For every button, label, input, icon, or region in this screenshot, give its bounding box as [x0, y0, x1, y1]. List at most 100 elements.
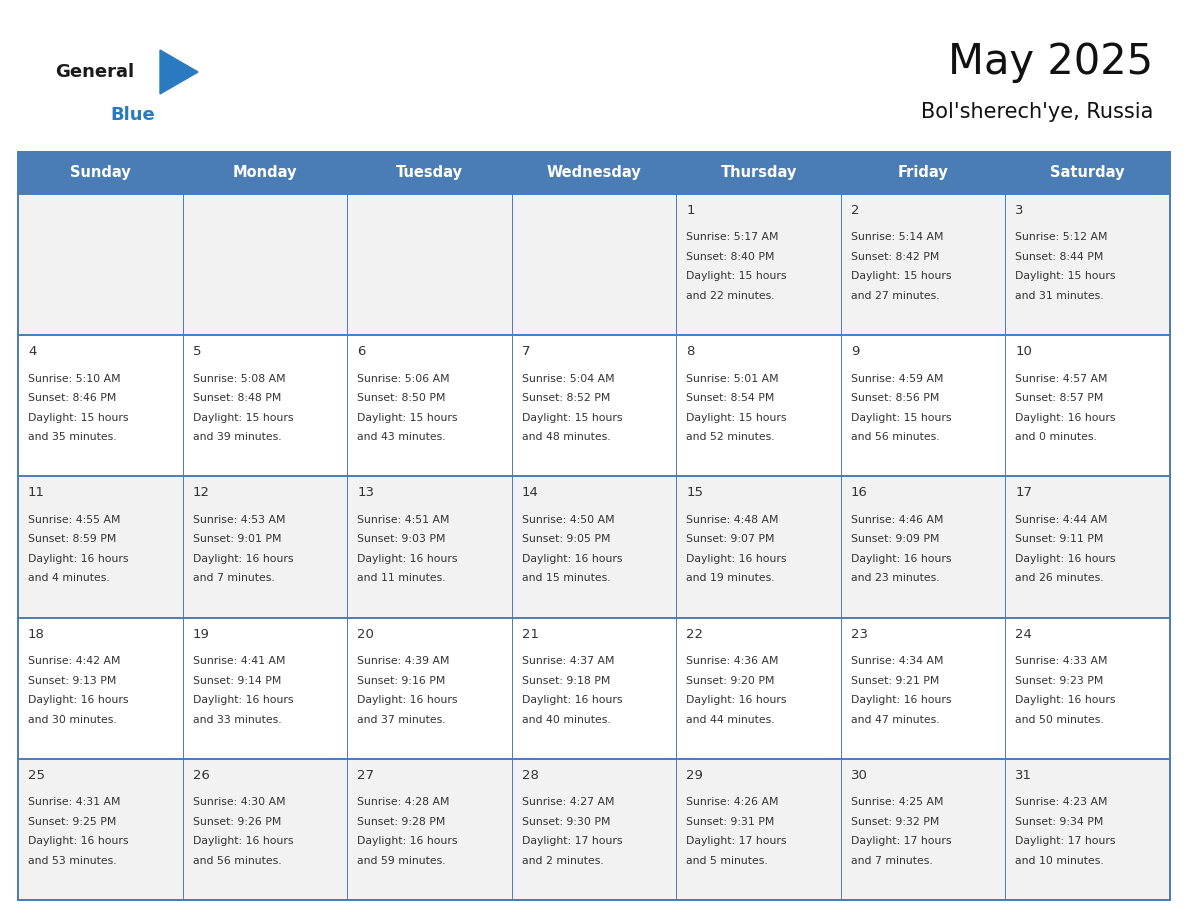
- Text: 20: 20: [358, 628, 374, 641]
- Text: Sunrise: 4:55 AM: Sunrise: 4:55 AM: [29, 515, 120, 525]
- Text: and 31 minutes.: and 31 minutes.: [1016, 291, 1104, 301]
- Text: Daylight: 15 hours: Daylight: 15 hours: [687, 272, 786, 282]
- Text: Sunrise: 4:48 AM: Sunrise: 4:48 AM: [687, 515, 779, 525]
- Bar: [676, 476, 841, 618]
- Bar: [183, 152, 347, 194]
- Text: Daylight: 16 hours: Daylight: 16 hours: [358, 554, 457, 564]
- Text: Sunrise: 4:26 AM: Sunrise: 4:26 AM: [687, 798, 779, 807]
- Text: Daylight: 16 hours: Daylight: 16 hours: [29, 836, 128, 846]
- Bar: [18, 335, 183, 476]
- Text: 14: 14: [522, 487, 538, 499]
- Text: Sunday: Sunday: [70, 165, 131, 181]
- Text: 22: 22: [687, 628, 703, 641]
- Bar: [1005, 618, 1170, 759]
- Text: and 33 minutes.: and 33 minutes.: [192, 714, 282, 724]
- Bar: [18, 152, 1170, 900]
- Text: and 59 minutes.: and 59 minutes.: [358, 856, 446, 866]
- Text: Saturday: Saturday: [1050, 165, 1125, 181]
- Text: 6: 6: [358, 345, 366, 358]
- Text: and 30 minutes.: and 30 minutes.: [29, 714, 116, 724]
- Bar: [183, 194, 347, 335]
- Bar: [18, 152, 183, 194]
- Text: 19: 19: [192, 628, 209, 641]
- Text: and 10 minutes.: and 10 minutes.: [1016, 856, 1104, 866]
- Text: and 26 minutes.: and 26 minutes.: [1016, 574, 1104, 584]
- Text: Daylight: 15 hours: Daylight: 15 hours: [192, 413, 293, 422]
- Text: Sunrise: 4:41 AM: Sunrise: 4:41 AM: [192, 656, 285, 666]
- Bar: [347, 335, 512, 476]
- Text: 21: 21: [522, 628, 538, 641]
- Text: Sunset: 9:23 PM: Sunset: 9:23 PM: [1016, 676, 1104, 686]
- Text: Sunrise: 4:42 AM: Sunrise: 4:42 AM: [29, 656, 120, 666]
- Bar: [841, 194, 1005, 335]
- Bar: [18, 759, 183, 900]
- Text: 16: 16: [851, 487, 867, 499]
- Text: and 48 minutes.: and 48 minutes.: [522, 432, 611, 442]
- Text: 8: 8: [687, 345, 695, 358]
- Bar: [841, 152, 1005, 194]
- Text: Sunset: 8:48 PM: Sunset: 8:48 PM: [192, 393, 280, 403]
- Text: Daylight: 17 hours: Daylight: 17 hours: [851, 836, 952, 846]
- Text: Sunrise: 4:37 AM: Sunrise: 4:37 AM: [522, 656, 614, 666]
- Bar: [841, 618, 1005, 759]
- Bar: [1005, 476, 1170, 618]
- Text: Sunset: 9:31 PM: Sunset: 9:31 PM: [687, 817, 775, 827]
- Text: Daylight: 15 hours: Daylight: 15 hours: [522, 413, 623, 422]
- Bar: [18, 618, 183, 759]
- Bar: [676, 759, 841, 900]
- Text: 12: 12: [192, 487, 209, 499]
- Bar: [347, 759, 512, 900]
- Bar: [183, 618, 347, 759]
- Text: Sunrise: 5:04 AM: Sunrise: 5:04 AM: [522, 374, 614, 384]
- Text: Sunrise: 4:59 AM: Sunrise: 4:59 AM: [851, 374, 943, 384]
- Text: 2: 2: [851, 204, 859, 217]
- Text: and 39 minutes.: and 39 minutes.: [192, 432, 282, 442]
- Text: Sunset: 8:59 PM: Sunset: 8:59 PM: [29, 534, 116, 544]
- Text: Sunrise: 4:46 AM: Sunrise: 4:46 AM: [851, 515, 943, 525]
- Text: and 50 minutes.: and 50 minutes.: [1016, 714, 1104, 724]
- Text: Sunrise: 5:12 AM: Sunrise: 5:12 AM: [1016, 232, 1108, 242]
- Text: Sunrise: 4:28 AM: Sunrise: 4:28 AM: [358, 798, 449, 807]
- Text: Daylight: 15 hours: Daylight: 15 hours: [29, 413, 128, 422]
- Text: Sunset: 8:57 PM: Sunset: 8:57 PM: [1016, 393, 1104, 403]
- Text: Daylight: 16 hours: Daylight: 16 hours: [358, 836, 457, 846]
- Text: and 15 minutes.: and 15 minutes.: [522, 574, 611, 584]
- Text: Sunset: 9:18 PM: Sunset: 9:18 PM: [522, 676, 611, 686]
- Text: and 56 minutes.: and 56 minutes.: [192, 856, 282, 866]
- Text: Daylight: 16 hours: Daylight: 16 hours: [1016, 413, 1116, 422]
- Text: Sunrise: 5:17 AM: Sunrise: 5:17 AM: [687, 232, 779, 242]
- Text: 28: 28: [522, 768, 538, 782]
- Text: Daylight: 16 hours: Daylight: 16 hours: [192, 836, 293, 846]
- Text: Sunset: 9:26 PM: Sunset: 9:26 PM: [192, 817, 280, 827]
- Text: Daylight: 16 hours: Daylight: 16 hours: [1016, 695, 1116, 705]
- Text: and 47 minutes.: and 47 minutes.: [851, 714, 940, 724]
- Bar: [1005, 194, 1170, 335]
- Text: Sunset: 8:42 PM: Sunset: 8:42 PM: [851, 252, 940, 262]
- Bar: [841, 335, 1005, 476]
- Text: Sunrise: 5:08 AM: Sunrise: 5:08 AM: [192, 374, 285, 384]
- Bar: [512, 152, 676, 194]
- Text: and 37 minutes.: and 37 minutes.: [358, 714, 446, 724]
- Text: Daylight: 15 hours: Daylight: 15 hours: [687, 413, 786, 422]
- Text: and 43 minutes.: and 43 minutes.: [358, 432, 446, 442]
- Bar: [512, 618, 676, 759]
- Bar: [347, 476, 512, 618]
- Text: Friday: Friday: [898, 165, 948, 181]
- Text: 17: 17: [1016, 487, 1032, 499]
- Text: Daylight: 16 hours: Daylight: 16 hours: [358, 695, 457, 705]
- Text: Blue: Blue: [110, 106, 154, 124]
- Text: Daylight: 17 hours: Daylight: 17 hours: [1016, 836, 1116, 846]
- Text: Daylight: 15 hours: Daylight: 15 hours: [851, 272, 952, 282]
- Text: Sunset: 8:40 PM: Sunset: 8:40 PM: [687, 252, 775, 262]
- Text: Sunset: 9:14 PM: Sunset: 9:14 PM: [192, 676, 280, 686]
- Text: Sunrise: 4:34 AM: Sunrise: 4:34 AM: [851, 656, 943, 666]
- Text: Sunset: 8:46 PM: Sunset: 8:46 PM: [29, 393, 116, 403]
- Text: Sunset: 9:25 PM: Sunset: 9:25 PM: [29, 817, 116, 827]
- Text: Sunset: 9:03 PM: Sunset: 9:03 PM: [358, 534, 446, 544]
- Text: Sunset: 9:28 PM: Sunset: 9:28 PM: [358, 817, 446, 827]
- Bar: [183, 335, 347, 476]
- Bar: [841, 476, 1005, 618]
- Text: 11: 11: [29, 487, 45, 499]
- Text: and 23 minutes.: and 23 minutes.: [851, 574, 940, 584]
- Bar: [676, 152, 841, 194]
